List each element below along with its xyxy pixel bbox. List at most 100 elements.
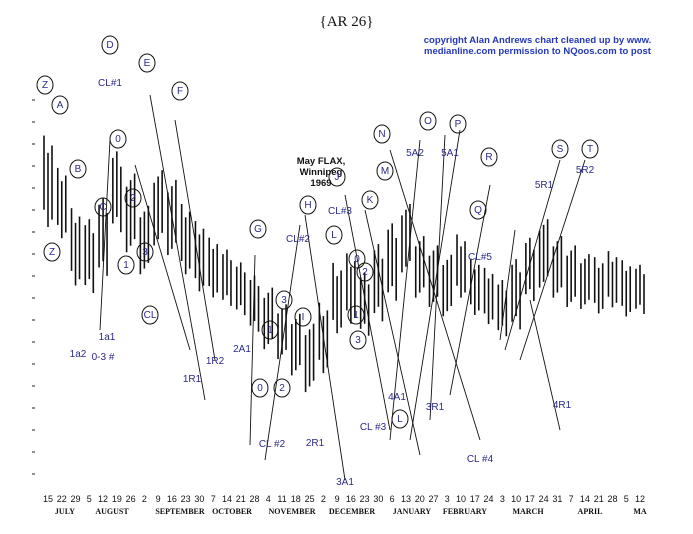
trendline: [429, 134, 446, 421]
annotation-label: 0: [115, 134, 121, 145]
annotation-bubble: [36, 75, 54, 95]
trendline: [504, 159, 561, 351]
x-tick-label: 31: [552, 494, 562, 504]
annotation-bubble: [349, 330, 367, 350]
annotation-bubble: [391, 409, 409, 429]
annotation-label: 4R1: [553, 400, 572, 411]
annotation-bubble: [299, 195, 317, 215]
x-tick-label: 10: [456, 494, 466, 504]
annotation-label: E: [144, 58, 151, 69]
x-tick-label: 30: [373, 494, 383, 504]
annotation-bubble: [356, 262, 374, 282]
x-tick-label: 22: [57, 494, 67, 504]
page-title: {AR 26}: [319, 14, 374, 30]
x-tick-label: 7: [211, 494, 216, 504]
trendline: [389, 149, 481, 441]
month-label: APRIL: [578, 507, 603, 516]
trendline: [499, 229, 516, 341]
annotation-label: 0-3 #: [92, 352, 115, 363]
x-tick-label: 23: [181, 494, 191, 504]
x-tick-label: 16: [167, 494, 177, 504]
annotation-label: CL#5: [468, 252, 492, 263]
annotation-bubble: [376, 161, 394, 181]
annotation-label: S: [557, 144, 564, 155]
x-tick-label: 7: [569, 494, 574, 504]
x-tick-label: 20: [415, 494, 425, 504]
annotation-label: T: [587, 144, 593, 155]
x-tick-label: 12: [98, 494, 108, 504]
annotation-bubble: [138, 53, 156, 73]
annotation-bubble: [275, 290, 293, 310]
x-tick-label: 21: [236, 494, 246, 504]
annotation-bubble: [449, 114, 467, 134]
annotation-label: 5R1: [535, 180, 554, 191]
month-label: SEPTEMBER: [155, 507, 205, 516]
chart-title-line-2: 1969: [310, 178, 332, 189]
annotation-label: J: [335, 172, 340, 183]
annotation-label: C: [99, 202, 106, 213]
annotation-label: CL#2: [286, 234, 310, 245]
x-tick-label: 11: [277, 494, 286, 504]
left-axis: [32, 99, 35, 475]
x-tick-label: 12: [635, 494, 645, 504]
annotation-bubble: [325, 225, 343, 245]
x-tick-label: 17: [525, 494, 535, 504]
annotation-bubble: [373, 124, 391, 144]
annotation-bubble: [419, 111, 437, 131]
annotation-bubble: [348, 249, 366, 269]
trendline: [149, 94, 206, 401]
annotation-label: 3A1: [336, 477, 354, 488]
annotation-label: I: [302, 312, 305, 323]
annotation-label: Z: [42, 80, 48, 91]
x-tick-label: 15: [43, 494, 53, 504]
x-axis: 15 22 29 5 12 19 26 2 9 16 23 30 7 14 21 28 4 11 18 25 2 9 16 2…: [43, 494, 647, 516]
annotation-label: H: [304, 200, 311, 211]
annotation-label: CL #4: [467, 454, 494, 465]
month-label: NOVEMBER: [268, 507, 315, 516]
trendline: [249, 254, 256, 446]
month-label: MA: [633, 507, 647, 516]
x-tick-label: 14: [580, 494, 590, 504]
trendline: [529, 299, 561, 431]
chart-title: May FLAX, Winnipeg 1969: [286, 156, 356, 189]
annotation-bubble: [469, 200, 487, 220]
annotation-bubble: [43, 242, 61, 262]
annotation-label: N: [378, 129, 385, 140]
chart-title-line-1: May FLAX, Winnipeg: [296, 156, 346, 178]
x-tick-label: 10: [511, 494, 521, 504]
annotation-bubble: [249, 219, 267, 239]
x-tick-label: 13: [401, 494, 411, 504]
annotation-label: M: [381, 166, 389, 177]
annotation-bubble: [551, 139, 569, 159]
x-tick-label: 23: [360, 494, 370, 504]
month-label: FEBRUARY: [443, 507, 487, 516]
month-label: OCTOBER: [212, 507, 252, 516]
annotation-label: 1R1: [183, 374, 202, 385]
annotation-bubble: [117, 255, 135, 275]
annotation-label: 3: [355, 335, 361, 346]
annotation-label: 1: [267, 325, 273, 336]
x-tick-label: 6: [390, 494, 395, 504]
x-tick-label: 9: [335, 494, 340, 504]
annotation-label: R: [485, 152, 492, 163]
annotation-bubble: [141, 305, 159, 325]
x-tick-label: 19: [112, 494, 122, 504]
month-label: JULY: [55, 507, 75, 516]
annotation-label: CL: [144, 310, 157, 321]
price-bars: [43, 135, 645, 393]
trendline: [264, 224, 301, 461]
annotation-label: G: [254, 224, 262, 235]
annotation-label: 2: [130, 193, 136, 204]
annotation-label: CL #3: [360, 422, 387, 433]
annotation-label: 3: [281, 295, 287, 306]
x-tick-label: 4: [266, 494, 271, 504]
x-tick-label: 28: [250, 494, 260, 504]
trendline: [134, 164, 191, 351]
annotation-label: 1R2: [206, 356, 225, 367]
annotation-bubble: [480, 147, 498, 167]
x-tick-label: 14: [222, 494, 232, 504]
x-tick-label: 5: [624, 494, 629, 504]
annotation-label: L: [397, 414, 403, 425]
